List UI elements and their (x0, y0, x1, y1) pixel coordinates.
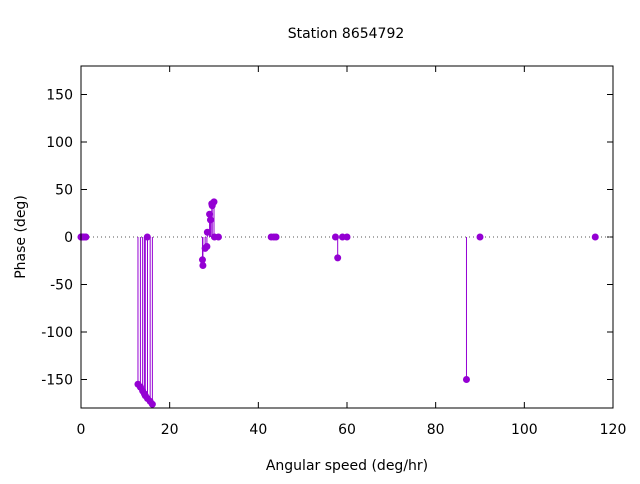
data-points (77, 198, 599, 408)
x-tick-label: 100 (511, 422, 538, 438)
data-point (591, 233, 599, 241)
data-point (198, 256, 206, 264)
chart-title: Station 8654792 (288, 26, 405, 42)
x-tick-label: 0 (77, 422, 86, 438)
data-point (272, 233, 280, 241)
data-point (148, 400, 156, 408)
x-tick-label: 20 (161, 422, 179, 438)
data-point (199, 262, 207, 269)
y-axis-label: Phase (deg) (13, 195, 29, 279)
x-tick-label: 60 (338, 422, 356, 438)
data-point (343, 233, 351, 241)
y-tick-label: 100 (46, 135, 73, 151)
data-point (462, 376, 470, 383)
data-point (206, 210, 214, 218)
data-point (203, 228, 211, 236)
y-tick-label: 150 (46, 88, 73, 104)
x-tick-label: 120 (600, 422, 627, 438)
data-point (143, 233, 151, 241)
y-tick-label: -100 (41, 325, 73, 341)
data-point (476, 233, 484, 241)
x-tick-label: 40 (249, 422, 267, 438)
x-tick-label: 80 (427, 422, 445, 438)
plot-area-frame (80, 65, 614, 409)
data-point (210, 198, 218, 206)
y-axis: -150 -100 -50 0 50 100 150 (41, 88, 613, 389)
x-axis-label: Angular speed (deg/hr) (266, 458, 428, 474)
y-tick-label: 0 (64, 230, 73, 246)
data-point (214, 233, 222, 241)
data-point (334, 254, 342, 262)
data-point (331, 233, 339, 241)
data-point (203, 243, 211, 250)
x-axis: 0 20 40 60 80 100 120 (77, 66, 627, 438)
data-point (82, 233, 90, 241)
y-tick-label: 50 (55, 183, 73, 199)
y-tick-label: -50 (50, 278, 73, 294)
y-tick-label: -150 (41, 373, 73, 389)
data-point (206, 216, 214, 224)
impulse-lines (137, 201, 467, 405)
